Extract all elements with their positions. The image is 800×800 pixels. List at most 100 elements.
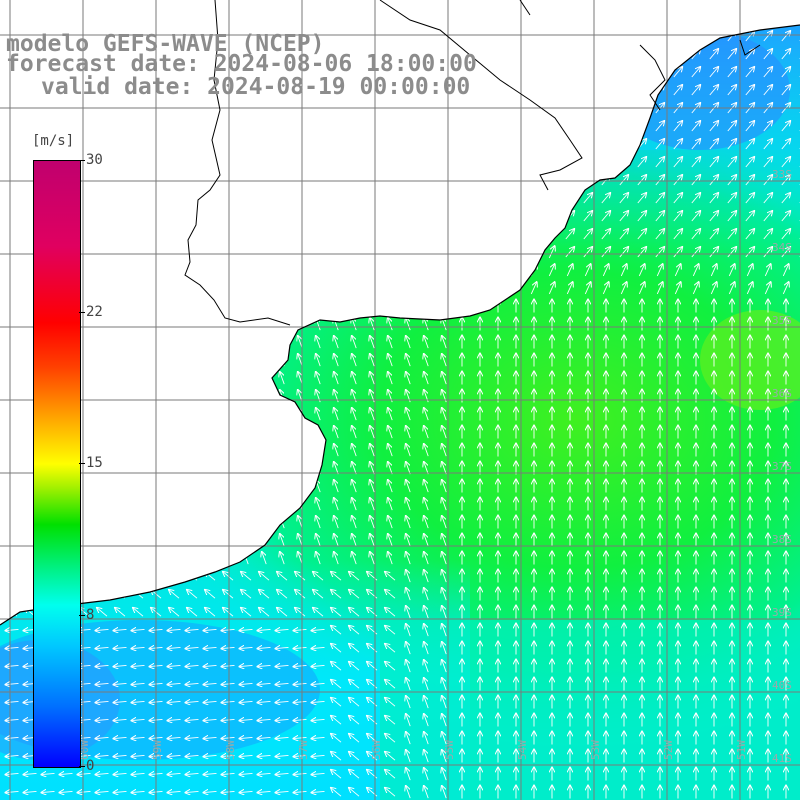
wind-arrow (226, 534, 231, 547)
wind-arrow (313, 608, 324, 617)
wind-arrow (312, 719, 325, 720)
wind-arrow (385, 644, 396, 653)
wind-arrow (442, 534, 447, 547)
wind-arrow (136, 354, 141, 367)
wind-arrow (673, 229, 682, 240)
wind-arrow (186, 719, 199, 720)
wind-arrow (136, 246, 141, 259)
wind-arrow (205, 590, 216, 599)
wind-arrow (100, 354, 105, 367)
wind-arrow (136, 300, 141, 313)
wind-arrow (370, 426, 375, 439)
wind-arrow (476, 210, 482, 223)
wind-arrow (548, 228, 554, 241)
wind-arrow (548, 246, 554, 259)
wind-arrow (406, 660, 411, 673)
wind-arrow (316, 372, 321, 385)
wind-arrow (100, 120, 105, 133)
wind-arrow (60, 791, 73, 792)
wind-arrow (476, 138, 482, 151)
wind-arrow (240, 665, 253, 666)
wind-arrow (136, 534, 141, 547)
border-line-north (379, 0, 583, 191)
wind-arrow (727, 139, 736, 150)
wind-arrow (388, 300, 393, 313)
wind-arrow (244, 462, 249, 475)
wind-arrow (370, 210, 375, 223)
wind-arrow (316, 498, 321, 511)
border-line (184, 0, 291, 326)
wind-arrow (190, 300, 195, 313)
wind-arrow (476, 192, 482, 205)
wind-arrow (334, 156, 339, 169)
wind-arrow (691, 211, 700, 222)
colorbar-tick-label: 22 (86, 303, 103, 320)
wind-arrow (114, 629, 127, 630)
wind-arrow (259, 572, 270, 581)
wind-arrow (136, 498, 141, 511)
wind-arrow (280, 210, 285, 223)
wind-arrow (312, 683, 325, 684)
wind-arrow (691, 31, 700, 42)
wind-arrow (601, 139, 610, 150)
wind-arrow (240, 737, 253, 738)
wind-arrow (385, 680, 396, 689)
wind-arrow (709, 85, 718, 96)
wind-arrow (208, 228, 213, 241)
wind-arrow (745, 67, 754, 78)
wind-arrow (118, 426, 123, 439)
wind-arrow (476, 282, 482, 295)
grid-labels: 33S 34S 35S 36S 37S 38S 39S 40S 41S 60W 59W 58W 57W 5… (78, 168, 792, 765)
wind-arrow (334, 426, 339, 439)
wind-arrow (136, 210, 141, 223)
wind-arrow (28, 84, 33, 97)
wind-arrow (114, 701, 127, 702)
wind-arrow (262, 516, 267, 529)
wind-arrow (118, 552, 123, 565)
wind-arrow (280, 426, 285, 439)
wind-arrow (349, 644, 360, 653)
wind-arrow (673, 175, 682, 186)
wind-arrow (424, 570, 429, 583)
wind-arrow (298, 534, 303, 547)
wind-arrow (118, 318, 123, 331)
wind-arrow (349, 788, 360, 797)
wind-arrow (132, 683, 145, 684)
wind-arrow (100, 174, 105, 187)
wind-arrow (442, 156, 447, 169)
wind-arrow (276, 647, 289, 648)
wind-arrow (7, 572, 18, 581)
wind-arrow (727, 229, 736, 240)
wind-arrow (6, 665, 19, 666)
wind-arrow (619, 67, 628, 78)
wind-arrow (637, 67, 646, 78)
wind-arrow (262, 282, 267, 295)
wind-arrow (424, 372, 429, 385)
wind-arrow (512, 30, 518, 43)
wind-arrow (60, 773, 73, 774)
wind-arrow (204, 791, 217, 792)
wind-arrow (764, 264, 770, 277)
wind-arrow (100, 138, 105, 151)
wind-arrow (24, 791, 37, 792)
wind-arrow (28, 498, 33, 511)
wind-arrow (656, 264, 662, 277)
wind-arrow (190, 120, 195, 133)
wind-arrow (352, 408, 357, 421)
wind-arrow (190, 246, 195, 259)
wind-arrow (512, 156, 518, 169)
wind-arrow (136, 444, 141, 457)
wind-arrow (601, 67, 610, 78)
wind-arrow (6, 683, 19, 684)
wind-arrow (28, 210, 33, 223)
wind-arrow (370, 246, 375, 259)
wind-arrow (763, 211, 772, 222)
wind-arrow (6, 629, 19, 630)
wind-arrow (334, 192, 339, 205)
wind-arrow (619, 247, 628, 258)
wind-arrow (262, 264, 267, 277)
wind-arrow (334, 30, 339, 43)
wind-arrow (226, 372, 231, 385)
wind-arrow (494, 48, 500, 61)
